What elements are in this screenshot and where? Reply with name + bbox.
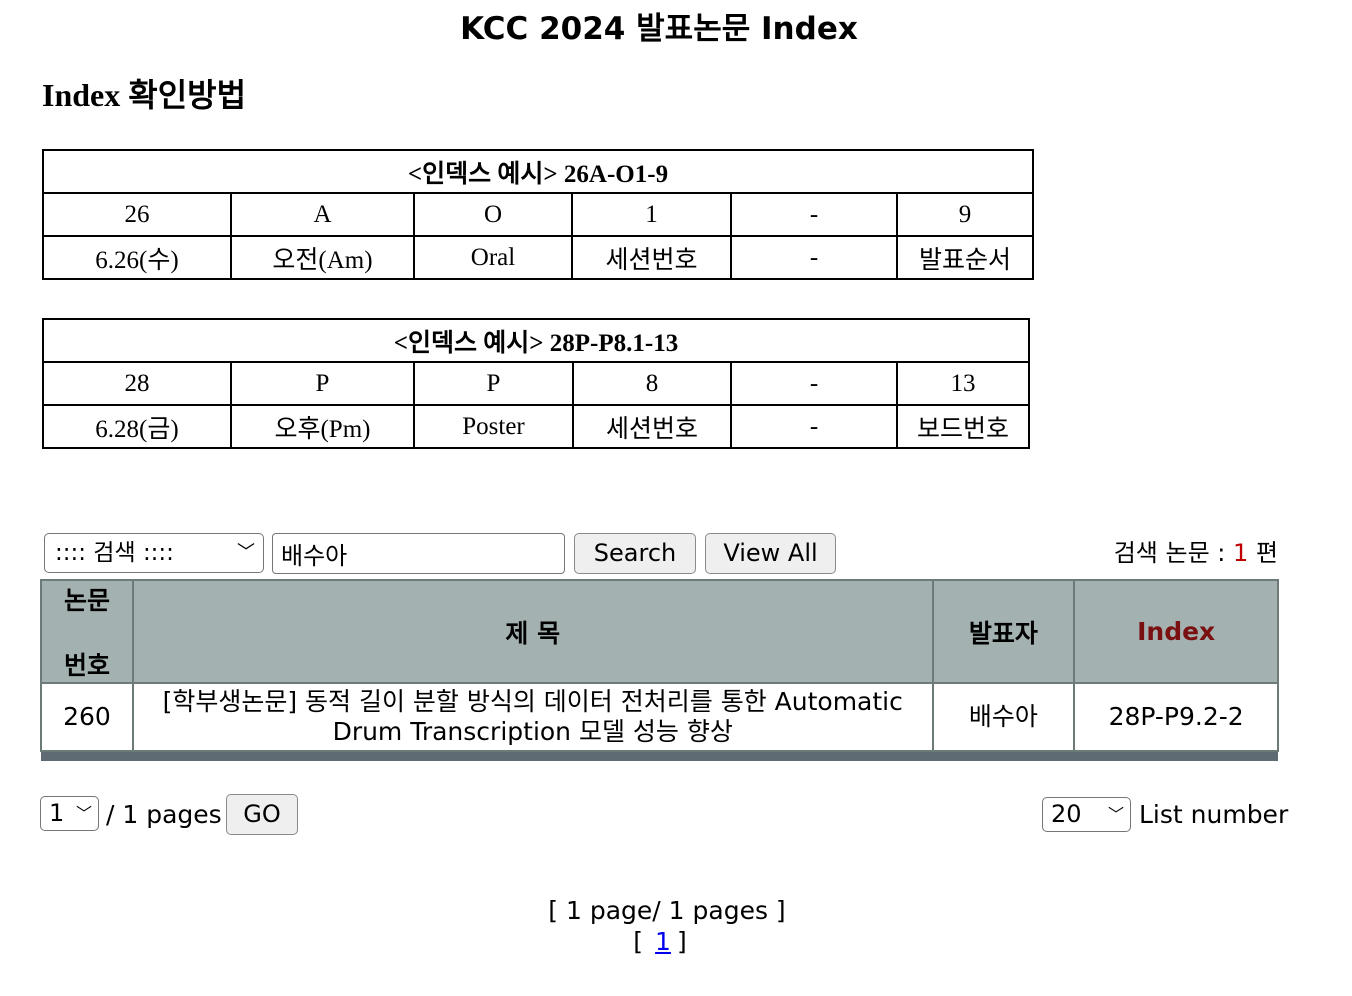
header-paper-number: 논문 번호: [40, 579, 134, 684]
example-meaning-row: 6.28(금) 오후(Pm) Poster 세션번호 - 보드번호: [42, 404, 1030, 449]
code-cell: -: [730, 192, 898, 237]
code-cell: 1: [571, 192, 732, 237]
page-select[interactable]: 1 ﹀: [40, 796, 99, 831]
meaning-cell: 보드번호: [896, 404, 1030, 449]
list-number-label: List number: [1139, 800, 1289, 829]
page-title: KCC 2024 발표논문 Index: [460, 11, 858, 47]
code-cell: P: [413, 361, 574, 406]
meaning-cell: 오전(Am): [230, 235, 415, 280]
paper-number-cell: 260: [40, 682, 134, 752]
index-example-table-1: <인덱스 예시> 26A-O1-9 26 A O 1 - 9 6.26(수) 오…: [42, 149, 1034, 280]
table-footer-bar: [41, 751, 1278, 761]
search-input[interactable]: [272, 533, 565, 574]
code-cell: 8: [572, 361, 732, 406]
page-link-1[interactable]: 1: [655, 927, 671, 956]
example-meaning-row: 6.26(수) 오전(Am) Oral 세션번호 - 발표순서: [42, 235, 1034, 280]
list-number-select-value: 20: [1051, 800, 1082, 828]
example-code-row: 26 A O 1 - 9: [42, 192, 1034, 237]
example-caption: <인덱스 예시> 26A-O1-9: [42, 149, 1034, 194]
header-presenter: 발표자: [931, 579, 1076, 684]
code-cell: 13: [896, 361, 1030, 406]
index-example-table-2: <인덱스 예시> 28P-P8.1-13 28 P P 8 - 13 6.28(…: [42, 318, 1030, 449]
result-count: 검색 논문 : 1 편: [1114, 535, 1278, 571]
presenter-cell: 배수아: [931, 682, 1076, 752]
code-cell: -: [730, 361, 898, 406]
guide-heading: Index 확인방법: [42, 77, 247, 113]
search-button[interactable]: Search: [574, 533, 696, 574]
code-cell: O: [413, 192, 573, 237]
search-field-select[interactable]: :::: 검색 :::: ﹀: [44, 533, 264, 573]
results-table: 논문 번호 제 목 발표자 Index 260 [학부생논문] 동적 길이 분할 …: [40, 579, 1279, 761]
pagination-open-bracket: [: [633, 927, 644, 956]
meaning-cell: 6.26(수): [42, 235, 232, 280]
result-count-prefix: 검색 논문 :: [1113, 539, 1233, 567]
example-code-row: 28 P P 8 - 13: [42, 361, 1030, 406]
header-index: Index: [1073, 579, 1279, 684]
code-cell: A: [230, 192, 415, 237]
chevron-down-icon: ﹀: [1107, 805, 1124, 824]
code-cell: 9: [896, 192, 1034, 237]
view-all-button[interactable]: View All: [705, 533, 836, 574]
meaning-cell: 오후(Pm): [230, 404, 415, 449]
code-cell: 28: [42, 361, 232, 406]
meaning-cell: 6.28(금): [42, 404, 232, 449]
chevron-down-icon: ﹀: [75, 804, 92, 823]
page-summary: [ 1 page/ 1 pages ]: [548, 896, 786, 925]
search-field-select-value: :::: 검색 ::::: [55, 540, 174, 566]
total-pages-label: / 1 pages: [106, 800, 222, 829]
example-caption: <인덱스 예시> 28P-P8.1-13: [42, 318, 1030, 363]
pagination-close-bracket: ]: [676, 927, 687, 956]
meaning-cell: -: [730, 404, 898, 449]
result-count-suffix: 편: [1248, 539, 1278, 567]
meaning-cell: 발표순서: [896, 235, 1034, 280]
chevron-down-icon: ﹀: [237, 542, 255, 563]
meaning-cell: 세션번호: [572, 404, 732, 449]
go-button[interactable]: GO: [226, 794, 298, 835]
header-title: 제 목: [131, 579, 934, 684]
code-cell: P: [230, 361, 415, 406]
meaning-cell: Poster: [413, 404, 574, 449]
meaning-cell: Oral: [413, 235, 573, 280]
pagination: [1]: [0, 926, 1320, 958]
results-header-row: 논문 번호 제 목 발표자 Index: [40, 579, 1279, 684]
index-cell: 28P-P9.2-2: [1073, 682, 1279, 752]
paper-title-cell[interactable]: [학부생논문] 동적 길이 분할 방식의 데이터 전처리를 통한 Automat…: [131, 682, 934, 752]
meaning-cell: -: [730, 235, 898, 280]
result-count-number: 1: [1233, 539, 1249, 567]
table-row[interactable]: 260 [학부생논문] 동적 길이 분할 방식의 데이터 전처리를 통한 Aut…: [40, 682, 1279, 752]
list-number-select[interactable]: 20 ﹀: [1042, 797, 1131, 832]
meaning-cell: 세션번호: [571, 235, 732, 280]
page-select-value: 1: [49, 799, 65, 827]
code-cell: 26: [42, 192, 232, 237]
